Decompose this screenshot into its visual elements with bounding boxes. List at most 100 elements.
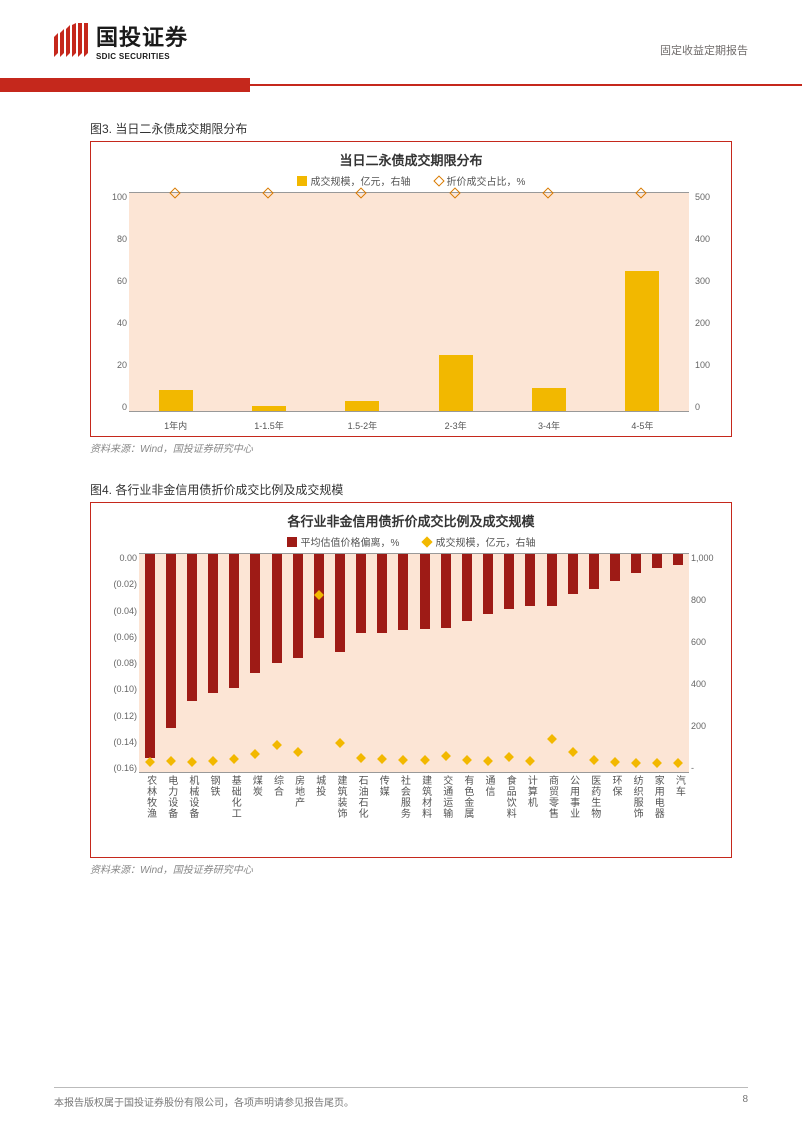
bar: [625, 271, 659, 411]
bar: [504, 554, 514, 609]
legend-bar-swatch: [297, 176, 307, 186]
x-label: 煤炭: [250, 775, 260, 797]
volume-marker: [673, 758, 683, 768]
chart4-plot: 0.00(0.02)(0.04)(0.06)(0.08)(0.10)(0.12)…: [103, 553, 719, 853]
page-number: 8: [742, 1094, 748, 1109]
bar: [145, 554, 155, 758]
diamond-marker: [449, 187, 460, 198]
legend-diamond-swatch: [433, 175, 444, 186]
bar: [356, 554, 366, 633]
chart3-caption: 图3. 当日二永债成交期限分布: [90, 120, 732, 137]
volume-marker: [441, 751, 451, 761]
x-label: 医药生物: [589, 775, 599, 819]
legend-marker: 成交规模，亿元，右轴: [423, 534, 535, 549]
volume-marker: [547, 734, 557, 744]
bar: [525, 554, 535, 606]
volume-marker: [483, 756, 493, 766]
chart4-xlabels: 农林牧渔电力设备机械设备钢铁基础化工煤炭综合房地产城投建筑装饰石油石化传媒社会服…: [139, 773, 689, 853]
page-footer: 本报告版权属于国投证券股份有限公司，各项声明请参见报告尾页。 8: [54, 1087, 748, 1109]
x-label: 钢铁: [208, 775, 218, 797]
bar: [252, 406, 286, 411]
bar: [229, 554, 239, 688]
chart3-right-axis: 5004003002001000: [693, 192, 719, 412]
bar: [272, 554, 282, 663]
chart4-left-axis: 0.00(0.02)(0.04)(0.06)(0.08)(0.10)(0.12)…: [103, 553, 139, 773]
x-label: 4-5年: [631, 419, 653, 432]
x-label: 纺织服饰: [631, 775, 641, 819]
volume-marker: [356, 753, 366, 763]
page-header: 国投证券 SDIC SECURITIES 固定收益定期报告: [0, 0, 802, 90]
chart4-bars: [139, 553, 689, 773]
volume-marker: [166, 756, 176, 766]
bar: [631, 554, 641, 573]
volume-marker: [377, 754, 387, 764]
bar: [532, 388, 566, 411]
chart3-legend: 成交规模，亿元，右轴 折价成交占比，%: [95, 173, 727, 188]
chart4-legend: 平均估值价格偏离，% 成交规模，亿元，右轴: [95, 534, 727, 549]
x-label: 计算机: [525, 775, 535, 808]
x-label: 有色金属: [462, 775, 472, 819]
legend-marker-label: 成交规模，亿元，右轴: [435, 534, 535, 549]
x-label: 公用事业: [568, 775, 578, 819]
chart4-right-axis: 1,000800600400200-: [689, 553, 719, 773]
x-label: 社会服务: [398, 775, 408, 819]
x-label: 电力设备: [166, 775, 176, 819]
x-label: 房地产: [293, 775, 303, 808]
chart4-title: 各行业非金信用债折价成交比例及成交规模: [95, 511, 727, 530]
volume-marker: [631, 758, 641, 768]
bar: [439, 355, 473, 411]
chart3-plot: 100806040200 5004003002001000 1年内1-1.5年1…: [103, 192, 719, 432]
bar: [208, 554, 218, 693]
legend-bar-label: 平均估值价格偏离，%: [301, 534, 400, 549]
x-label: 机械设备: [187, 775, 197, 819]
bar: [462, 554, 472, 621]
legend-diamond-label: 折价成交占比，%: [447, 173, 526, 188]
bar: [293, 554, 303, 658]
chart3-xlabels: 1年内1-1.5年1.5-2年2-3年3-4年4-5年: [129, 414, 689, 432]
volume-marker: [187, 757, 197, 767]
x-label: 建筑装饰: [335, 775, 345, 819]
bar: [159, 390, 193, 411]
volume-marker: [652, 758, 662, 768]
volume-marker: [420, 755, 430, 765]
diamond-marker: [169, 187, 180, 198]
volume-marker: [145, 757, 155, 767]
volume-marker: [610, 757, 620, 767]
volume-marker: [293, 747, 303, 757]
bar: [441, 554, 451, 628]
x-label: 农林牧渔: [145, 775, 155, 819]
volume-marker: [568, 747, 578, 757]
bar: [673, 554, 683, 565]
bar: [377, 554, 387, 633]
legend-bar-label: 成交规模，亿元，右轴: [311, 173, 411, 188]
bar: [610, 554, 620, 581]
logo-text-en: SDIC SECURITIES: [96, 52, 188, 61]
volume-marker: [589, 755, 599, 765]
bar: [166, 554, 176, 728]
bar: [345, 401, 379, 411]
bar: [483, 554, 493, 614]
header-red-line: [250, 84, 802, 86]
chart3-wrap: 当日二永债成交期限分布 成交规模，亿元，右轴 折价成交占比，% 10080604…: [90, 141, 732, 437]
volume-marker: [398, 755, 408, 765]
header-red-bar: [0, 78, 250, 92]
x-label: 石油石化: [356, 775, 366, 819]
x-label: 传媒: [377, 775, 387, 797]
x-label: 综合: [272, 775, 282, 797]
x-label: 基础化工: [229, 775, 239, 819]
x-label: 食品饮料: [504, 775, 514, 819]
footer-text: 本报告版权属于国投证券股份有限公司，各项声明请参见报告尾页。: [54, 1094, 354, 1109]
bar: [568, 554, 578, 594]
legend-bar-swatch: [287, 537, 297, 547]
logo-icon: [54, 23, 90, 59]
bar: [589, 554, 599, 589]
chart3-title: 当日二永债成交期限分布: [95, 150, 727, 169]
volume-marker: [335, 738, 345, 748]
x-label: 1.5-2年: [348, 419, 378, 432]
x-label: 通信: [483, 775, 493, 797]
volume-marker: [504, 752, 514, 762]
chart4-source: 资料来源：Wind，国投证券研究中心: [90, 861, 732, 876]
x-label: 商贸零售: [547, 775, 557, 819]
diamond-marker: [356, 187, 367, 198]
chart3-left-axis: 100806040200: [103, 192, 129, 412]
